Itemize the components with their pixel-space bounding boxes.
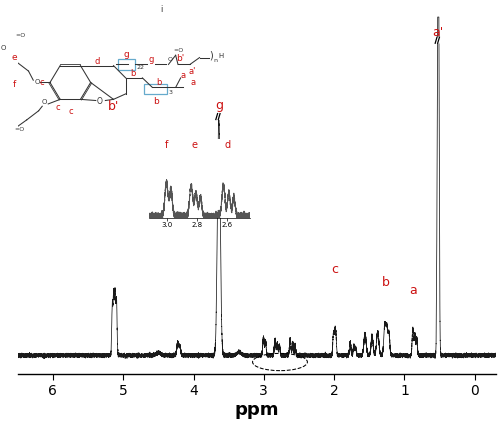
Text: g: g: [215, 99, 223, 112]
Text: c: c: [332, 263, 338, 276]
X-axis label: ppm: ppm: [234, 401, 279, 419]
Text: a: a: [409, 284, 416, 297]
Text: b: b: [382, 276, 390, 289]
Text: a': a': [432, 26, 444, 38]
Text: b': b': [108, 100, 120, 113]
